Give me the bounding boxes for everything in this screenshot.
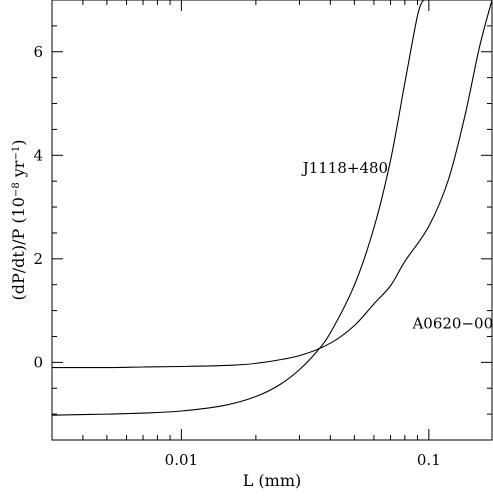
series-line-j1118	[52, 0, 423, 415]
series-label-j1118: J1118+480	[301, 159, 388, 177]
series-layer	[52, 0, 492, 415]
x-tick-label: 0.01	[165, 451, 198, 469]
y-axis-title: (dP/dt)/P (10−8 yr−1)	[9, 140, 28, 301]
plot-frame	[52, 0, 492, 440]
series-label-a0620: A0620−00	[411, 315, 493, 333]
y-axis-title-close: )	[9, 140, 28, 146]
annotations: J1118+480 A0620−00	[301, 159, 493, 332]
x-axis: 0.01 0.1	[165, 0, 441, 469]
y-tick-label: 6	[33, 43, 43, 61]
y-tick-label: 0	[33, 353, 43, 371]
x-tick-label: 0.1	[417, 451, 441, 469]
y-axis-title-main: (dP/dt)/P (10	[9, 197, 28, 300]
y-axis-title-unit: yr	[9, 160, 28, 182]
series-line-a0620	[52, 0, 492, 368]
y-axis-title-exp1: −8	[11, 182, 22, 197]
y-axis-title-exp2: −1	[11, 146, 22, 161]
y-tick-label: 2	[33, 250, 43, 268]
minor-ticks	[52, 0, 492, 440]
x-axis-title: L (mm)	[243, 471, 302, 490]
y-tick-label: 4	[33, 146, 43, 164]
